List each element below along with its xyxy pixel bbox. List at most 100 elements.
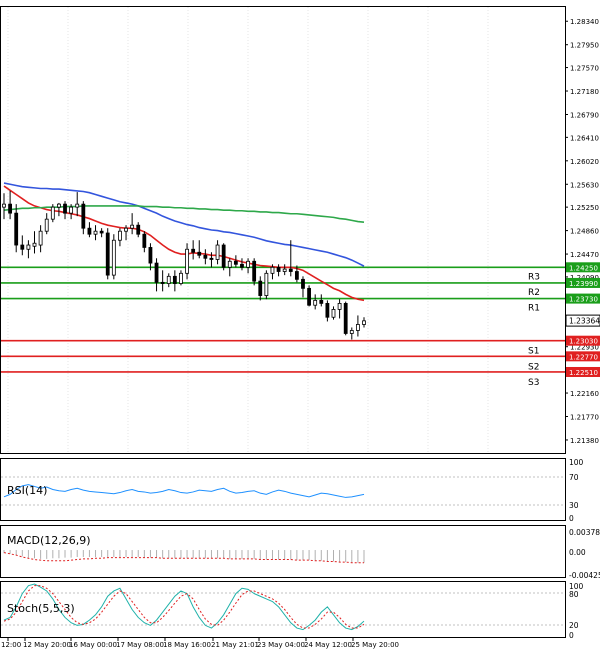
candle-body-down [307, 287, 311, 306]
candle-body-down [197, 251, 202, 256]
time-tick-label: 12:00 [1, 641, 21, 649]
level-value-box-s2 [566, 351, 600, 362]
candle [179, 270, 183, 286]
candle [154, 258, 159, 292]
candle [111, 234, 116, 280]
level-value-box-r2 [566, 277, 600, 288]
level-value-s2: 1.22770 [569, 353, 598, 361]
candle-body-up [32, 242, 37, 247]
candle-body-down [301, 278, 305, 289]
candle [26, 240, 31, 259]
level-name-r1: R1 [528, 304, 540, 314]
candle [87, 222, 92, 238]
candle-body-down [148, 247, 153, 264]
current-price-marker: 1.23364 [565, 314, 600, 327]
price-tick-label: 1.21380 [570, 437, 599, 445]
candle [258, 276, 263, 301]
price-tick-label: 1.26020 [570, 158, 599, 166]
candle [2, 193, 6, 220]
candle [319, 294, 324, 307]
candle-body-down [209, 257, 214, 260]
stoch-label: Stoch(5,5,3) [7, 602, 75, 615]
candle-body-down [221, 244, 226, 268]
candles [2, 190, 366, 340]
candle-body-down [203, 254, 208, 259]
candle-body-down [8, 203, 13, 214]
level-value-r2: 1.23990 [569, 280, 598, 288]
candle [20, 235, 25, 256]
price-tick-label: 1.27570 [570, 65, 599, 73]
candle-body-down [325, 302, 330, 318]
candle-body-down [142, 233, 147, 248]
rsi-line [3, 484, 365, 498]
candle-body-down [233, 260, 238, 265]
price-grid [7, 7, 489, 453]
macd-tick-top: 0.003789 [569, 528, 600, 537]
candle-body-up [362, 320, 366, 325]
level-value-r1: 1.23730 [569, 296, 598, 304]
moving-average-2 [3, 182, 365, 267]
candle [264, 270, 269, 300]
candle-body-up [57, 203, 61, 208]
candle [203, 249, 208, 265]
candle-body-down [20, 244, 25, 250]
candle-body-up [38, 230, 43, 246]
candle-body-down [319, 299, 324, 304]
time-tick-label: 24 May 12:00 [304, 641, 352, 649]
pivot-level-labels: R3 1.24250 R2 1.23990 R1 1.23730 S1 1.23030 S2 1.… [528, 262, 600, 388]
time-tick-label: 23 May 04:00 [257, 641, 305, 649]
candle [313, 294, 318, 310]
candle [142, 231, 147, 253]
price-tick-label: 1.24470 [570, 251, 599, 259]
candle-body-up [26, 244, 31, 250]
candle-body-down [172, 275, 177, 284]
price-tick-label: 1.24860 [570, 228, 599, 236]
price-tick-label: 1.26790 [570, 111, 599, 119]
candle [105, 228, 110, 280]
candle-body-up [69, 206, 74, 214]
candle-body-down [252, 260, 257, 282]
candle [197, 240, 202, 259]
candle [63, 201, 67, 220]
candle [166, 273, 171, 288]
candle [246, 258, 250, 274]
candle [240, 258, 244, 271]
candle [209, 252, 214, 268]
candle-body-down [343, 302, 348, 334]
level-name-s2: S2 [528, 362, 539, 372]
candle-body-down [14, 212, 19, 246]
candle-body-up [264, 272, 269, 296]
level-value-box-r1 [566, 293, 600, 304]
rsi-tick-30: 30 [569, 501, 579, 510]
rsi-tick-70: 70 [569, 473, 579, 482]
candle-body-down [240, 263, 244, 268]
candle [288, 240, 293, 277]
candle [130, 213, 135, 235]
rsi-tick-100: 100 [569, 458, 584, 467]
candle-body-down [276, 266, 281, 272]
candle [38, 225, 43, 253]
candle [227, 258, 232, 277]
candle [160, 270, 165, 292]
macd-tick-bottom: -0.004253 [569, 571, 600, 580]
macd-label: MACD(12,26,9) [7, 534, 91, 547]
price-tick-label: 1.22160 [570, 390, 599, 398]
candle [185, 243, 189, 280]
candle-body-down [99, 230, 104, 234]
candle-body-up [118, 230, 122, 241]
candle-body-up [185, 248, 189, 274]
price-tick-label: 1.21770 [570, 414, 599, 422]
level-name-r2: R2 [528, 288, 540, 298]
level-name-r3: R3 [528, 272, 540, 282]
candle [233, 255, 238, 268]
time-tick-label: 18 May 16:00 [163, 641, 211, 649]
candle-body-up [270, 266, 275, 274]
candle [44, 213, 49, 235]
candle [81, 201, 86, 235]
candle-body-up [246, 260, 250, 268]
candle-body-down [63, 203, 67, 214]
candle [337, 299, 342, 319]
candle-body-up [2, 203, 6, 208]
